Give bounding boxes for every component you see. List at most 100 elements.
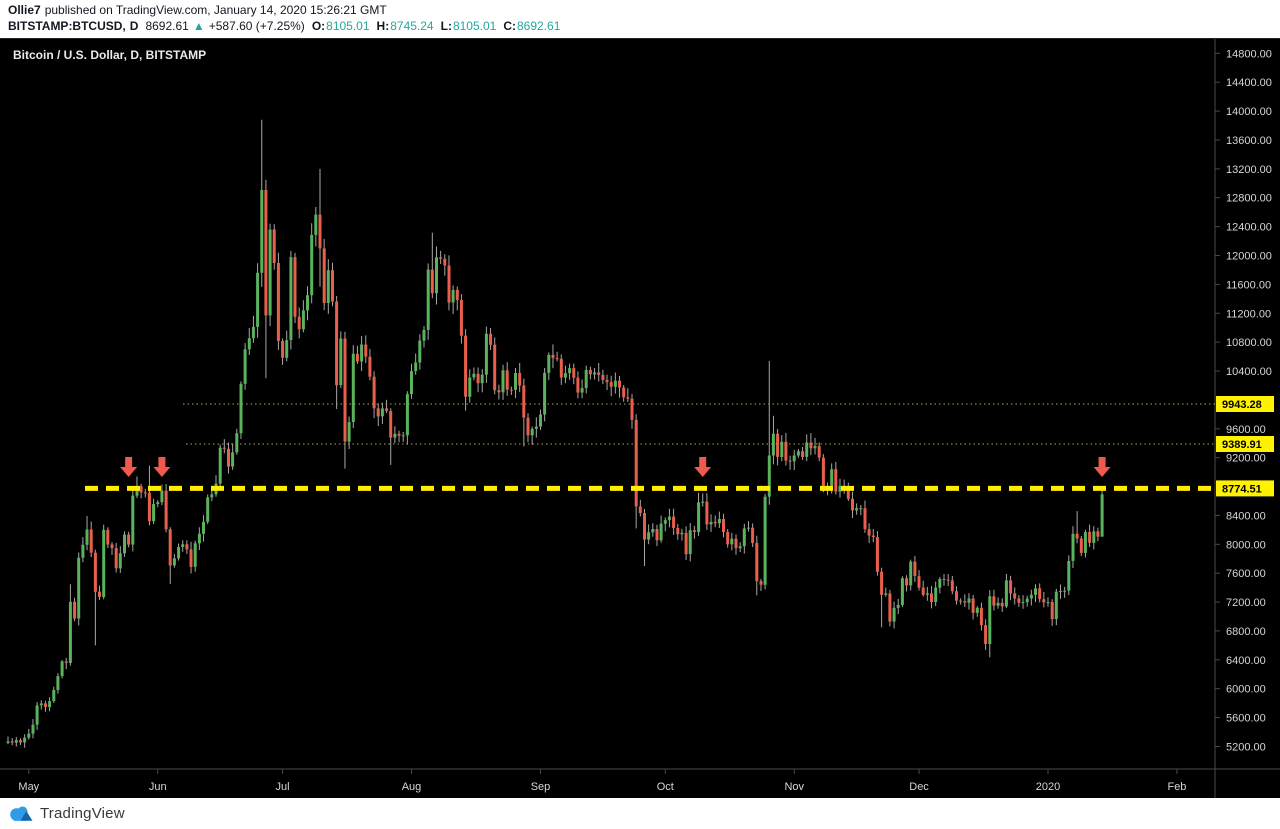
chart-title: Bitcoin / U.S. Dollar, D, BITSTAMP	[13, 48, 207, 62]
candle-body	[526, 417, 530, 436]
candlestick-chart[interactable]: 14800.00 14400.00 14000.00 13600.00 13200.00…	[0, 39, 1280, 799]
candle-body	[210, 494, 214, 498]
candle-body	[522, 385, 526, 418]
candle-body	[905, 578, 909, 586]
candle-body	[626, 397, 630, 399]
candle-body	[643, 513, 646, 540]
candle-body	[867, 529, 871, 536]
time-tick-label: Jun	[149, 781, 167, 793]
candle-body	[276, 263, 280, 341]
publish-info: published on TradingView.com, January 14…	[44, 3, 387, 17]
candle-body	[896, 605, 900, 608]
candle-body	[35, 705, 39, 725]
candle-body	[588, 369, 592, 375]
up-arrow-icon: ▲	[192, 19, 205, 33]
candle-body	[385, 408, 389, 411]
candle-body	[701, 501, 705, 503]
candle-body	[888, 593, 892, 622]
candle-body	[884, 593, 888, 595]
candle-body	[871, 535, 875, 537]
candle-body	[559, 358, 563, 378]
candle-body	[892, 607, 896, 622]
candle-body	[306, 295, 309, 311]
candle-body	[426, 269, 430, 330]
candle-body	[435, 257, 438, 294]
candle-body	[197, 533, 201, 544]
down-arrow-icon	[120, 457, 138, 477]
candle-body	[975, 607, 979, 613]
price-tick-label: 9600.00	[1226, 424, 1266, 436]
candle-body	[959, 600, 963, 602]
price-tick-label: 12400.00	[1226, 222, 1272, 234]
candle-body	[1088, 532, 1092, 543]
candle-body	[1042, 599, 1046, 603]
candle-body	[609, 382, 613, 387]
candle-body	[913, 561, 917, 576]
price-tick-label: 9200.00	[1226, 453, 1266, 465]
candle-body	[318, 214, 322, 249]
candle-body	[572, 368, 576, 378]
chart-area[interactable]: Bitcoin / U.S. Dollar, D, BITSTAMP 14800…	[0, 38, 1280, 799]
candle-body	[301, 310, 305, 330]
price-tick-label: 14000.00	[1226, 106, 1272, 118]
candle-body	[1000, 602, 1004, 607]
candle-body	[667, 516, 671, 521]
candle-body	[543, 372, 547, 415]
candle-body	[1096, 531, 1100, 537]
candle-body	[647, 532, 651, 540]
candle-body	[106, 529, 110, 545]
candle-body	[680, 532, 684, 535]
candle-body	[85, 529, 89, 545]
candle-body	[114, 548, 118, 569]
candle-body	[1071, 533, 1075, 561]
candle-body	[202, 521, 205, 534]
candle-body	[630, 398, 634, 420]
candle-body	[89, 529, 93, 553]
candle-body	[364, 344, 368, 357]
candle-body	[638, 506, 642, 514]
candle-body	[676, 528, 680, 535]
candle-body	[401, 435, 405, 437]
candle-body	[247, 338, 251, 350]
candle-body	[917, 576, 921, 588]
symbol-line: BITSTAMP:BTCUSD, D 8692.61 ▲ +587.60 (+7.25%…	[8, 19, 560, 33]
candle-body	[393, 433, 397, 438]
time-tick-label: Jul	[276, 781, 290, 793]
candle-body	[227, 448, 230, 467]
candle-body	[56, 676, 60, 690]
candle-body	[193, 543, 197, 567]
candle-body	[189, 549, 193, 567]
interval-label: D	[129, 19, 139, 33]
candle-body	[60, 661, 64, 677]
candle-body	[360, 344, 364, 362]
candle-body	[971, 598, 975, 613]
candle-body	[256, 272, 260, 327]
header: Ollie7 published on TradingView.com, Janu…	[0, 0, 1280, 38]
price-tick-label: 6000.00	[1226, 684, 1266, 696]
candle-body	[293, 257, 297, 317]
candle-body	[551, 354, 555, 359]
candle-body	[659, 523, 663, 541]
low-label: L:	[440, 19, 452, 33]
candle-body	[851, 498, 854, 511]
candle-body	[1029, 594, 1033, 599]
time-tick-label: Nov	[784, 781, 804, 793]
candle-body	[73, 601, 77, 619]
candle-body	[1075, 533, 1079, 539]
tradingview-logo[interactable]: TradingView	[10, 804, 125, 822]
candle-body	[601, 374, 605, 380]
candle-body	[863, 508, 867, 530]
candle-body	[389, 411, 393, 438]
candle-body	[751, 527, 755, 543]
price-level-label-box	[1216, 436, 1274, 452]
candle-body	[455, 289, 459, 300]
price-tick-label: 14400.00	[1226, 77, 1272, 89]
candle-body	[77, 557, 81, 619]
high-label: H:	[376, 19, 390, 33]
candle-body	[979, 607, 983, 626]
price-level-label-box	[1216, 480, 1274, 497]
candle-body	[930, 593, 933, 603]
close-label: C:	[503, 19, 516, 33]
candle-body	[1004, 580, 1008, 607]
candle-body	[135, 486, 139, 496]
